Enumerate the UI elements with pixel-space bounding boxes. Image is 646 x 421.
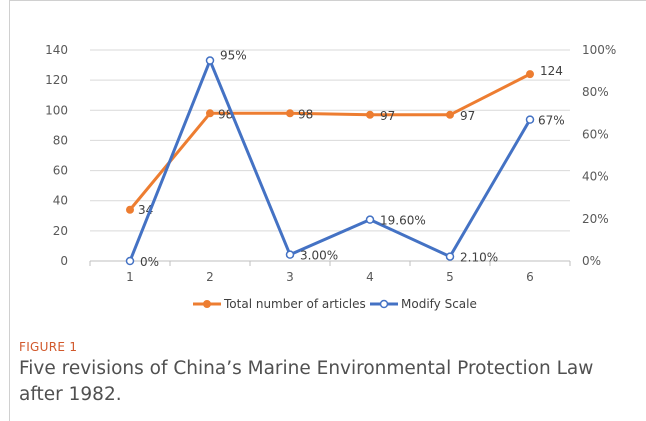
data-label-total-number-of-articles: 97 — [380, 109, 395, 123]
data-label-modify-scale: 0% — [140, 255, 159, 269]
y-right-tick-label: 0% — [582, 254, 601, 268]
y-left-tick-label: 140 — [45, 43, 68, 57]
x-tick-label: 2 — [206, 270, 214, 284]
y-left-tick-label: 40 — [53, 194, 68, 208]
point-total-number-of-articles — [446, 110, 454, 119]
data-label-modify-scale: 67% — [538, 114, 565, 128]
legend-label-modify-scale: Modify Scale — [401, 297, 477, 311]
figure-border — [9, 0, 646, 421]
data-label-total-number-of-articles: 98 — [298, 107, 313, 121]
y-left-tick-label: 120 — [45, 73, 68, 87]
point-modify-scale — [525, 115, 535, 124]
y-left-tick-label: 60 — [53, 164, 68, 178]
x-tick-label: 1 — [126, 270, 134, 284]
data-label-total-number-of-articles: 97 — [460, 109, 475, 123]
y-left-tick-label: 100 — [45, 103, 68, 117]
y-left-tick-label: 20 — [53, 224, 68, 238]
point-total-number-of-articles — [366, 110, 374, 119]
point-modify-scale — [365, 215, 375, 224]
y-left-tick-label: 0 — [60, 254, 68, 268]
legend-marker-modify-scale — [379, 299, 389, 309]
y-right-tick-label: 60% — [582, 127, 609, 141]
point-total-number-of-articles — [126, 205, 134, 214]
data-label-modify-scale: 2.10% — [460, 251, 498, 265]
legend-label-total-number-of-articles: Total number of articles — [223, 297, 366, 311]
data-label-modify-scale: 95% — [220, 49, 247, 63]
series-line-total-number-of-articles — [128, 72, 531, 211]
data-label-modify-scale: 19.60% — [380, 214, 426, 228]
y-left-tick-label: 80 — [53, 133, 68, 147]
y-right-tick-label: 80% — [582, 85, 609, 99]
point-modify-scale — [125, 256, 135, 266]
y-right-tick-label: 20% — [582, 212, 609, 226]
y-right-tick-label: 100% — [582, 43, 616, 57]
point-total-number-of-articles — [206, 109, 214, 118]
y-right-tick-label: 40% — [582, 170, 609, 184]
figure-caption: Five revisions of China’s Marine Environ… — [19, 358, 594, 405]
point-modify-scale — [205, 56, 215, 65]
point-total-number-of-articles — [286, 109, 294, 118]
figure-label: FIGURE 1 — [19, 340, 78, 354]
data-label-modify-scale: 3.00% — [300, 249, 338, 263]
x-tick-label: 6 — [526, 270, 534, 284]
point-modify-scale — [285, 250, 295, 259]
series-line-modify-scale — [128, 59, 532, 262]
point-total-number-of-articles — [526, 70, 534, 79]
legend-marker-total-number-of-articles — [203, 300, 211, 308]
data-label-total-number-of-articles: 124 — [540, 64, 563, 78]
x-tick-label: 4 — [366, 270, 374, 284]
x-tick-label: 5 — [446, 270, 454, 284]
point-modify-scale — [445, 252, 455, 261]
x-tick-label: 3 — [286, 270, 294, 284]
